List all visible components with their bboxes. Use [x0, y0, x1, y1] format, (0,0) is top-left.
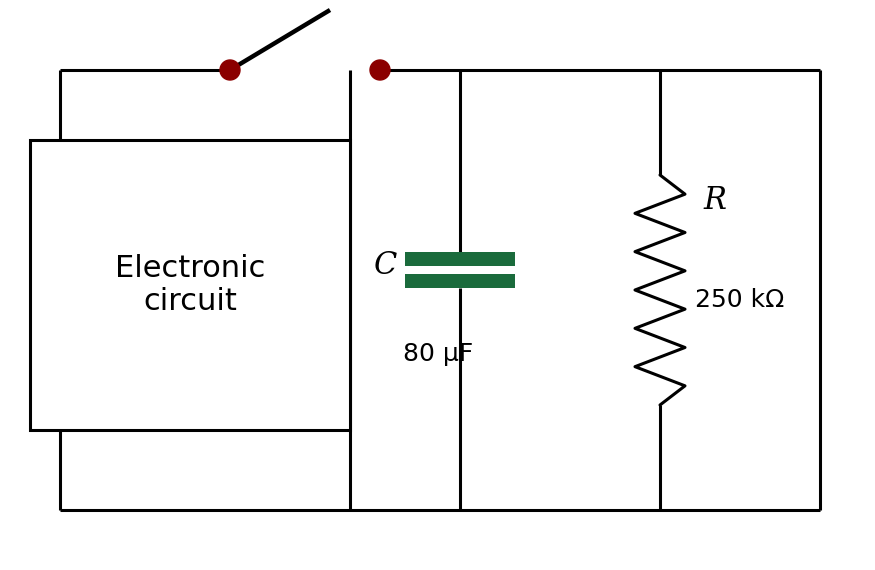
Text: C: C — [374, 250, 397, 280]
Circle shape — [220, 60, 240, 80]
Bar — [30, 140, 350, 430]
Text: 80 μF: 80 μF — [403, 342, 473, 366]
Text: Electronic
circuit: Electronic circuit — [115, 254, 265, 316]
Bar — [405, 252, 515, 266]
Bar — [405, 274, 515, 288]
Text: R: R — [703, 185, 726, 216]
Circle shape — [370, 60, 390, 80]
Text: 250 kΩ: 250 kΩ — [695, 288, 784, 312]
